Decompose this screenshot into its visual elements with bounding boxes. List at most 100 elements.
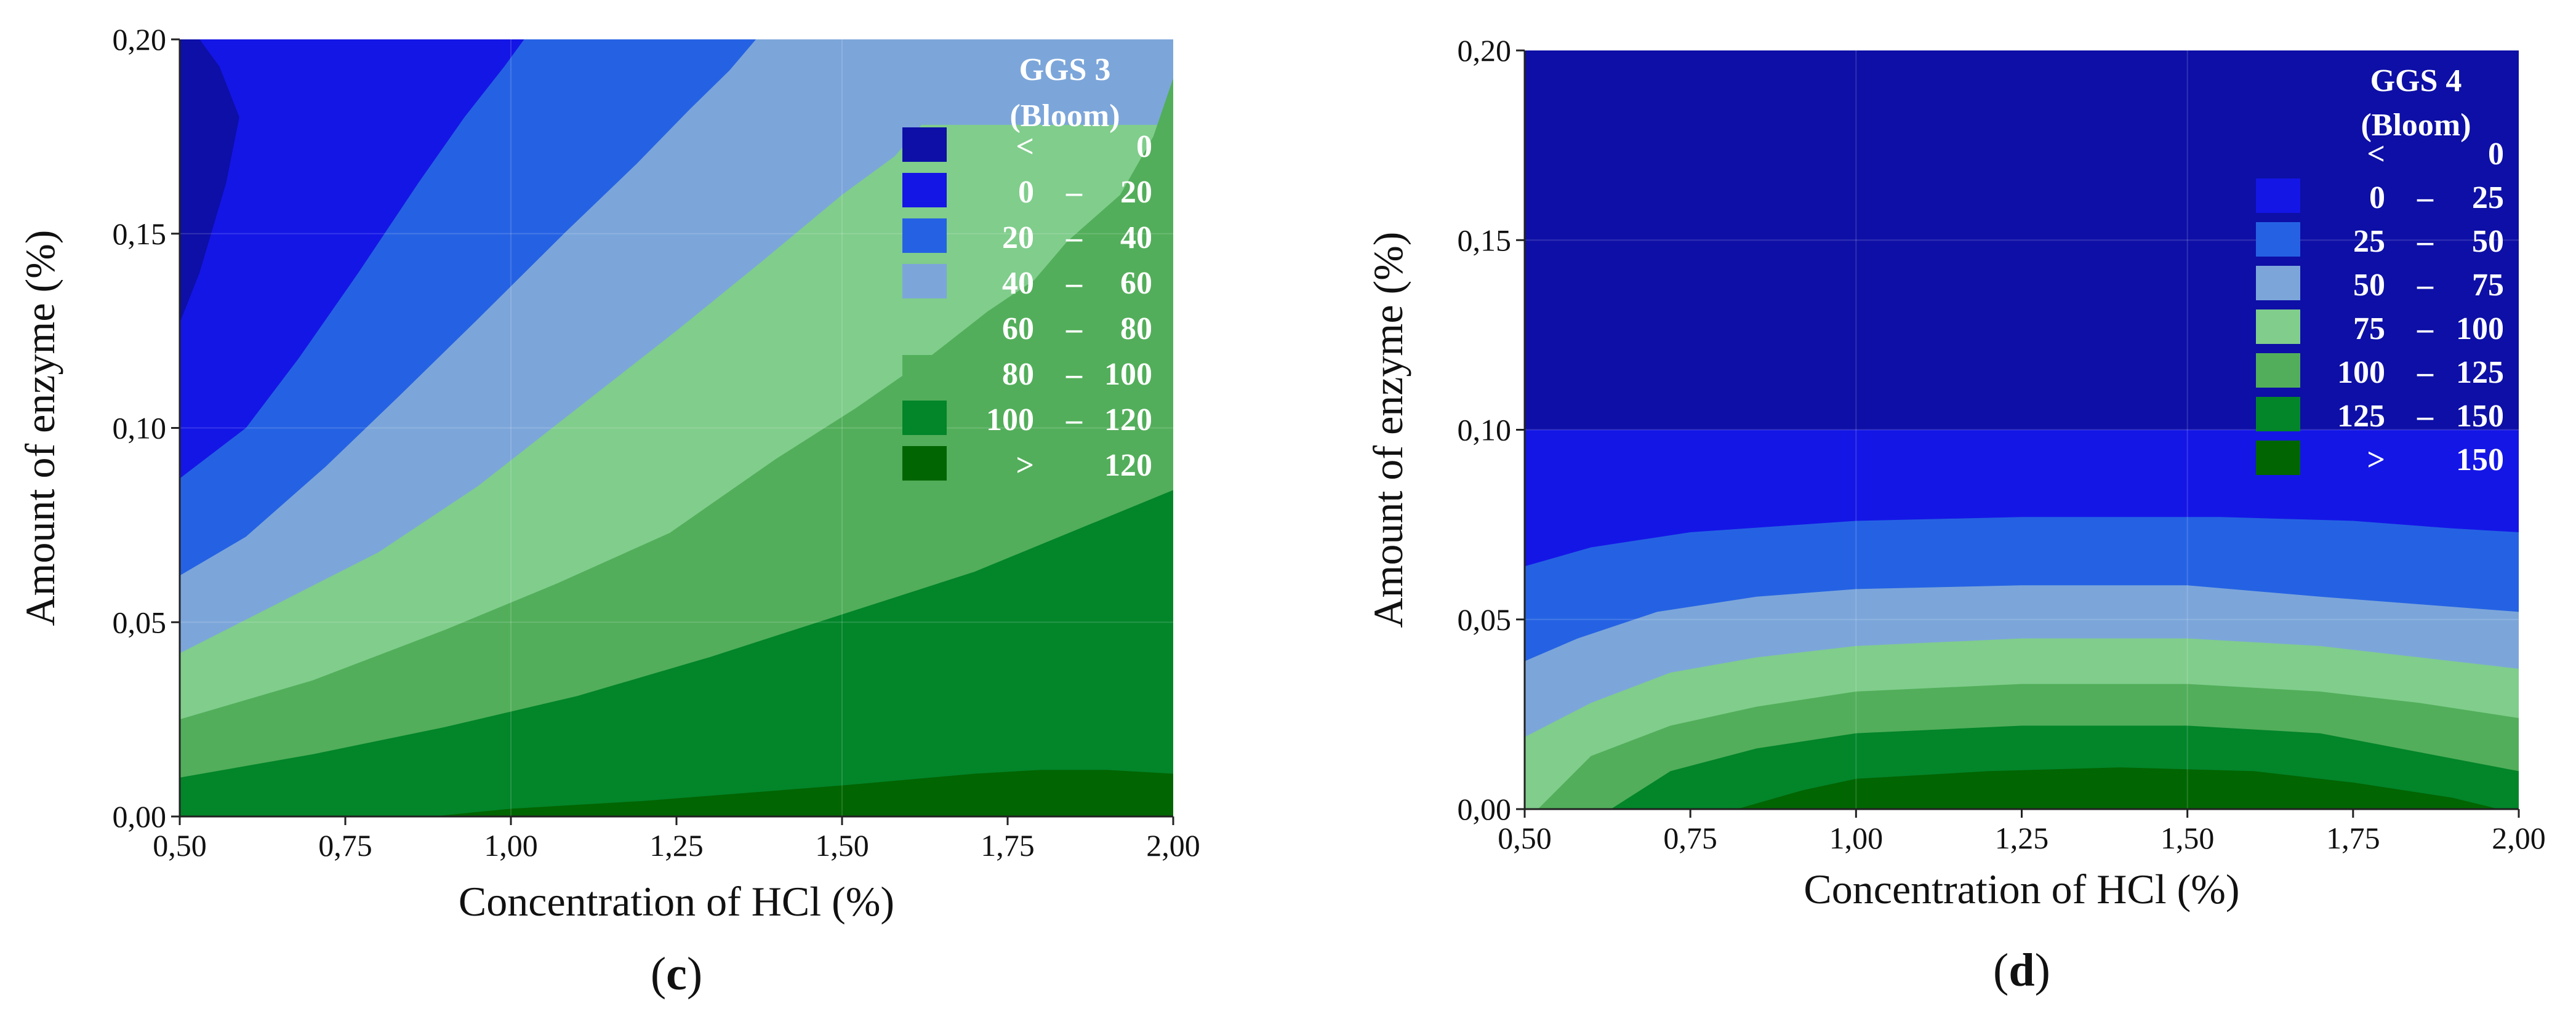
x-tick-label: 1,75	[2326, 821, 2380, 855]
legend-range-sep: –	[1065, 357, 1083, 392]
x-tick-label: 2,00	[1146, 828, 1200, 863]
legend-range-sep: –	[1065, 220, 1083, 255]
legend-range-low: 100	[986, 402, 1034, 437]
legend-range-low: >	[1016, 448, 1034, 483]
x-axis-label: Concentration of HCl (%)	[1804, 866, 2239, 912]
legend-swatch	[2256, 222, 2300, 257]
legend-range-low: 20	[1002, 220, 1034, 255]
legend-swatch	[2256, 441, 2300, 475]
chart-panel-d: 0,50 0,75 1,00 1,25 1,50 1,75 2,00 0,00 0,05 0,10…	[1365, 33, 2546, 996]
legend-range-sep: –	[2417, 268, 2434, 303]
legend-range-high: 0	[2488, 137, 2504, 172]
legend-swatch	[902, 127, 947, 162]
x-tick-label: 1,50	[815, 828, 869, 863]
legend-range-high: 120	[1104, 448, 1152, 483]
y-tick-label: 0,00	[1458, 792, 1512, 826]
legend-range-high: 40	[1120, 220, 1152, 255]
legend-swatch	[902, 218, 947, 253]
caption-open-paren: (	[1993, 944, 2008, 996]
x-tick-label: 1,75	[981, 828, 1035, 863]
x-tick-label: 1,00	[484, 828, 538, 863]
y-tick-label: 0,10	[113, 411, 167, 445]
legend-range-sep: –	[1065, 311, 1083, 346]
legend-range-low: 25	[2353, 224, 2385, 259]
legend-range-high: 150	[2456, 399, 2504, 434]
legend-range-low: 75	[2353, 311, 2385, 346]
legend-subtitle: (Bloom)	[1009, 98, 1120, 134]
legend-title: GGS 4	[2370, 63, 2462, 98]
contour-region-c-0	[180, 39, 239, 323]
legend-swatch	[2256, 178, 2300, 213]
legend-swatch	[902, 309, 947, 344]
legend-range-sep: –	[2417, 355, 2434, 390]
legend-range-high: 80	[1120, 311, 1152, 346]
legend-title: GGS 3	[1019, 52, 1111, 87]
legend-range-sep: –	[1065, 402, 1083, 437]
legend-range-low: 0	[2369, 180, 2385, 215]
contour-region-c-5	[180, 490, 1173, 816]
legend-range-low: >	[2367, 442, 2385, 477]
legend-range-high: 50	[2472, 224, 2504, 259]
legend-range-high: 25	[2472, 180, 2504, 215]
legend-range-high: 100	[2456, 311, 2504, 346]
legend-range-sep: –	[2417, 180, 2434, 215]
legend-swatch	[902, 446, 947, 481]
legend-range-sep: –	[1065, 175, 1083, 210]
legend-range-low: 60	[1002, 311, 1034, 346]
legend-range-sep: –	[1065, 266, 1083, 301]
legend-swatch	[2256, 397, 2300, 431]
legend-range-high: 100	[1104, 357, 1152, 392]
legend-range-high: 0	[1136, 129, 1152, 164]
x-tick-label: 0,75	[1663, 821, 1717, 855]
x-tick-label: 1,00	[1829, 821, 1884, 855]
panel-caption: (c)	[651, 948, 702, 1000]
legend-range-low: 125	[2337, 399, 2385, 434]
y-tick-label: 0,05	[1458, 602, 1512, 637]
y-axis-label: Amount of enzyme (%)	[1365, 232, 1411, 628]
y-tick-label: 0,20	[1458, 33, 1512, 68]
legend-swatch	[902, 264, 947, 298]
legend-c: GGS 3(Bloom)< 00–2020–4040–6060–8080–1001…	[902, 52, 1152, 483]
contour-region-c-6	[431, 770, 1173, 816]
legend-range-low: 50	[2353, 268, 2385, 303]
y-tick-label: 0,05	[113, 605, 167, 639]
legend-range-high: 120	[1104, 402, 1152, 437]
y-tick-label: 0,15	[1458, 223, 1512, 257]
legend-swatch	[902, 173, 947, 207]
legend-range-high: 20	[1120, 175, 1152, 210]
x-tick-label: 1,25	[649, 828, 704, 863]
legend-swatch	[2256, 135, 2300, 169]
legend-d: GGS 4(Bloom)< 00–2525–5050–7575–100100–12…	[2256, 63, 2504, 477]
caption-close-paren: )	[2035, 944, 2050, 996]
x-tick-label: 0,75	[318, 828, 372, 863]
y-tick-label: 0,15	[113, 217, 167, 251]
contour-region-d-7	[1736, 767, 2499, 809]
y-tick-label: 0,10	[1458, 413, 1512, 447]
legend-range-sep: –	[2417, 224, 2434, 259]
legend-swatch	[902, 355, 947, 389]
y-tick-label: 0,00	[113, 799, 167, 834]
caption-open-paren: (	[651, 948, 666, 1000]
x-tick-label: 0,50	[1498, 821, 1552, 855]
legend-range-low: 0	[1018, 175, 1034, 210]
legend-range-low: 40	[1002, 266, 1034, 301]
legend-swatch	[2256, 353, 2300, 388]
chart-panel-c: 0,50 0,75 1,00 1,25 1,50 1,75 2,00 0,00 0,05 0,10…	[17, 22, 1200, 1000]
legend-swatch	[2256, 309, 2300, 344]
legend-subtitle: (Bloom)	[2361, 108, 2471, 143]
legend-range-high: 125	[2456, 355, 2504, 390]
panel-caption: (d)	[1993, 944, 2050, 996]
caption-letter: d	[2008, 944, 2034, 996]
x-tick-label: 0,50	[153, 828, 207, 863]
x-tick-label: 1,50	[2161, 821, 2215, 855]
legend-range-sep: –	[2417, 399, 2434, 434]
x-tick-label: 1,25	[1995, 821, 2049, 855]
x-tick-label: 2,00	[2492, 821, 2546, 855]
y-tick-label: 0,20	[113, 22, 167, 57]
legend-range-high: 150	[2456, 442, 2504, 477]
x-axis-label: Concentration of HCl (%)	[459, 878, 894, 925]
legend-range-low: <	[2367, 137, 2385, 172]
legend-range-low: 100	[2337, 355, 2385, 390]
